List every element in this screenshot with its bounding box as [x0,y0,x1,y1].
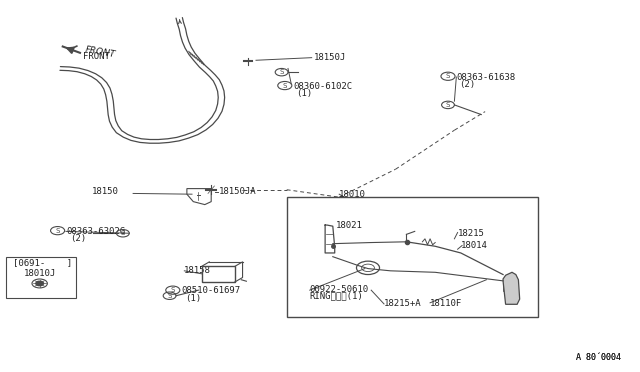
Text: A 80´0004: A 80´0004 [576,353,621,362]
Text: (2): (2) [70,234,86,243]
Text: (1): (1) [296,89,312,98]
Text: 18021: 18021 [336,221,363,230]
Text: 08363-61638: 08363-61638 [456,73,515,81]
Text: S: S [446,73,450,79]
Text: 18150: 18150 [92,187,118,196]
Text: 08360-6102C: 08360-6102C [293,82,352,91]
Text: 18014: 18014 [461,241,488,250]
Bar [6,257,76,298]
Text: 00922-50610: 00922-50610 [310,285,369,294]
Text: S: S [121,230,125,236]
Text: RINGリング(1): RINGリング(1) [310,292,364,301]
Text: FRONT: FRONT [83,52,110,61]
Text: 18010: 18010 [339,190,366,199]
Text: 08363-6302G: 08363-6302G [66,227,125,236]
Text: S: S [446,102,450,108]
Text: S: S [171,287,175,293]
Text: [0691-    ]: [0691- ] [13,258,72,267]
Circle shape [36,281,44,286]
Text: 18158: 18158 [184,266,211,275]
Bar [287,197,538,317]
Text: 18150J: 18150J [314,53,346,62]
Text: S: S [280,69,284,75]
Text: 18215: 18215 [458,229,484,238]
Text: FRONT: FRONT [84,45,116,60]
Text: (2): (2) [460,80,476,89]
Polygon shape [503,272,520,304]
Text: A 80´0004: A 80´0004 [576,353,621,362]
Text: 18110F: 18110F [430,299,462,308]
Text: S: S [168,293,172,299]
Text: 18150JA: 18150JA [219,187,257,196]
Text: 18010J: 18010J [24,269,56,278]
Text: S: S [283,83,287,89]
Bar [202,266,235,282]
Text: (1): (1) [186,294,202,303]
Text: 08510-61697: 08510-61697 [181,286,240,295]
Text: S: S [56,228,60,234]
Text: 18215+A: 18215+A [384,299,422,308]
